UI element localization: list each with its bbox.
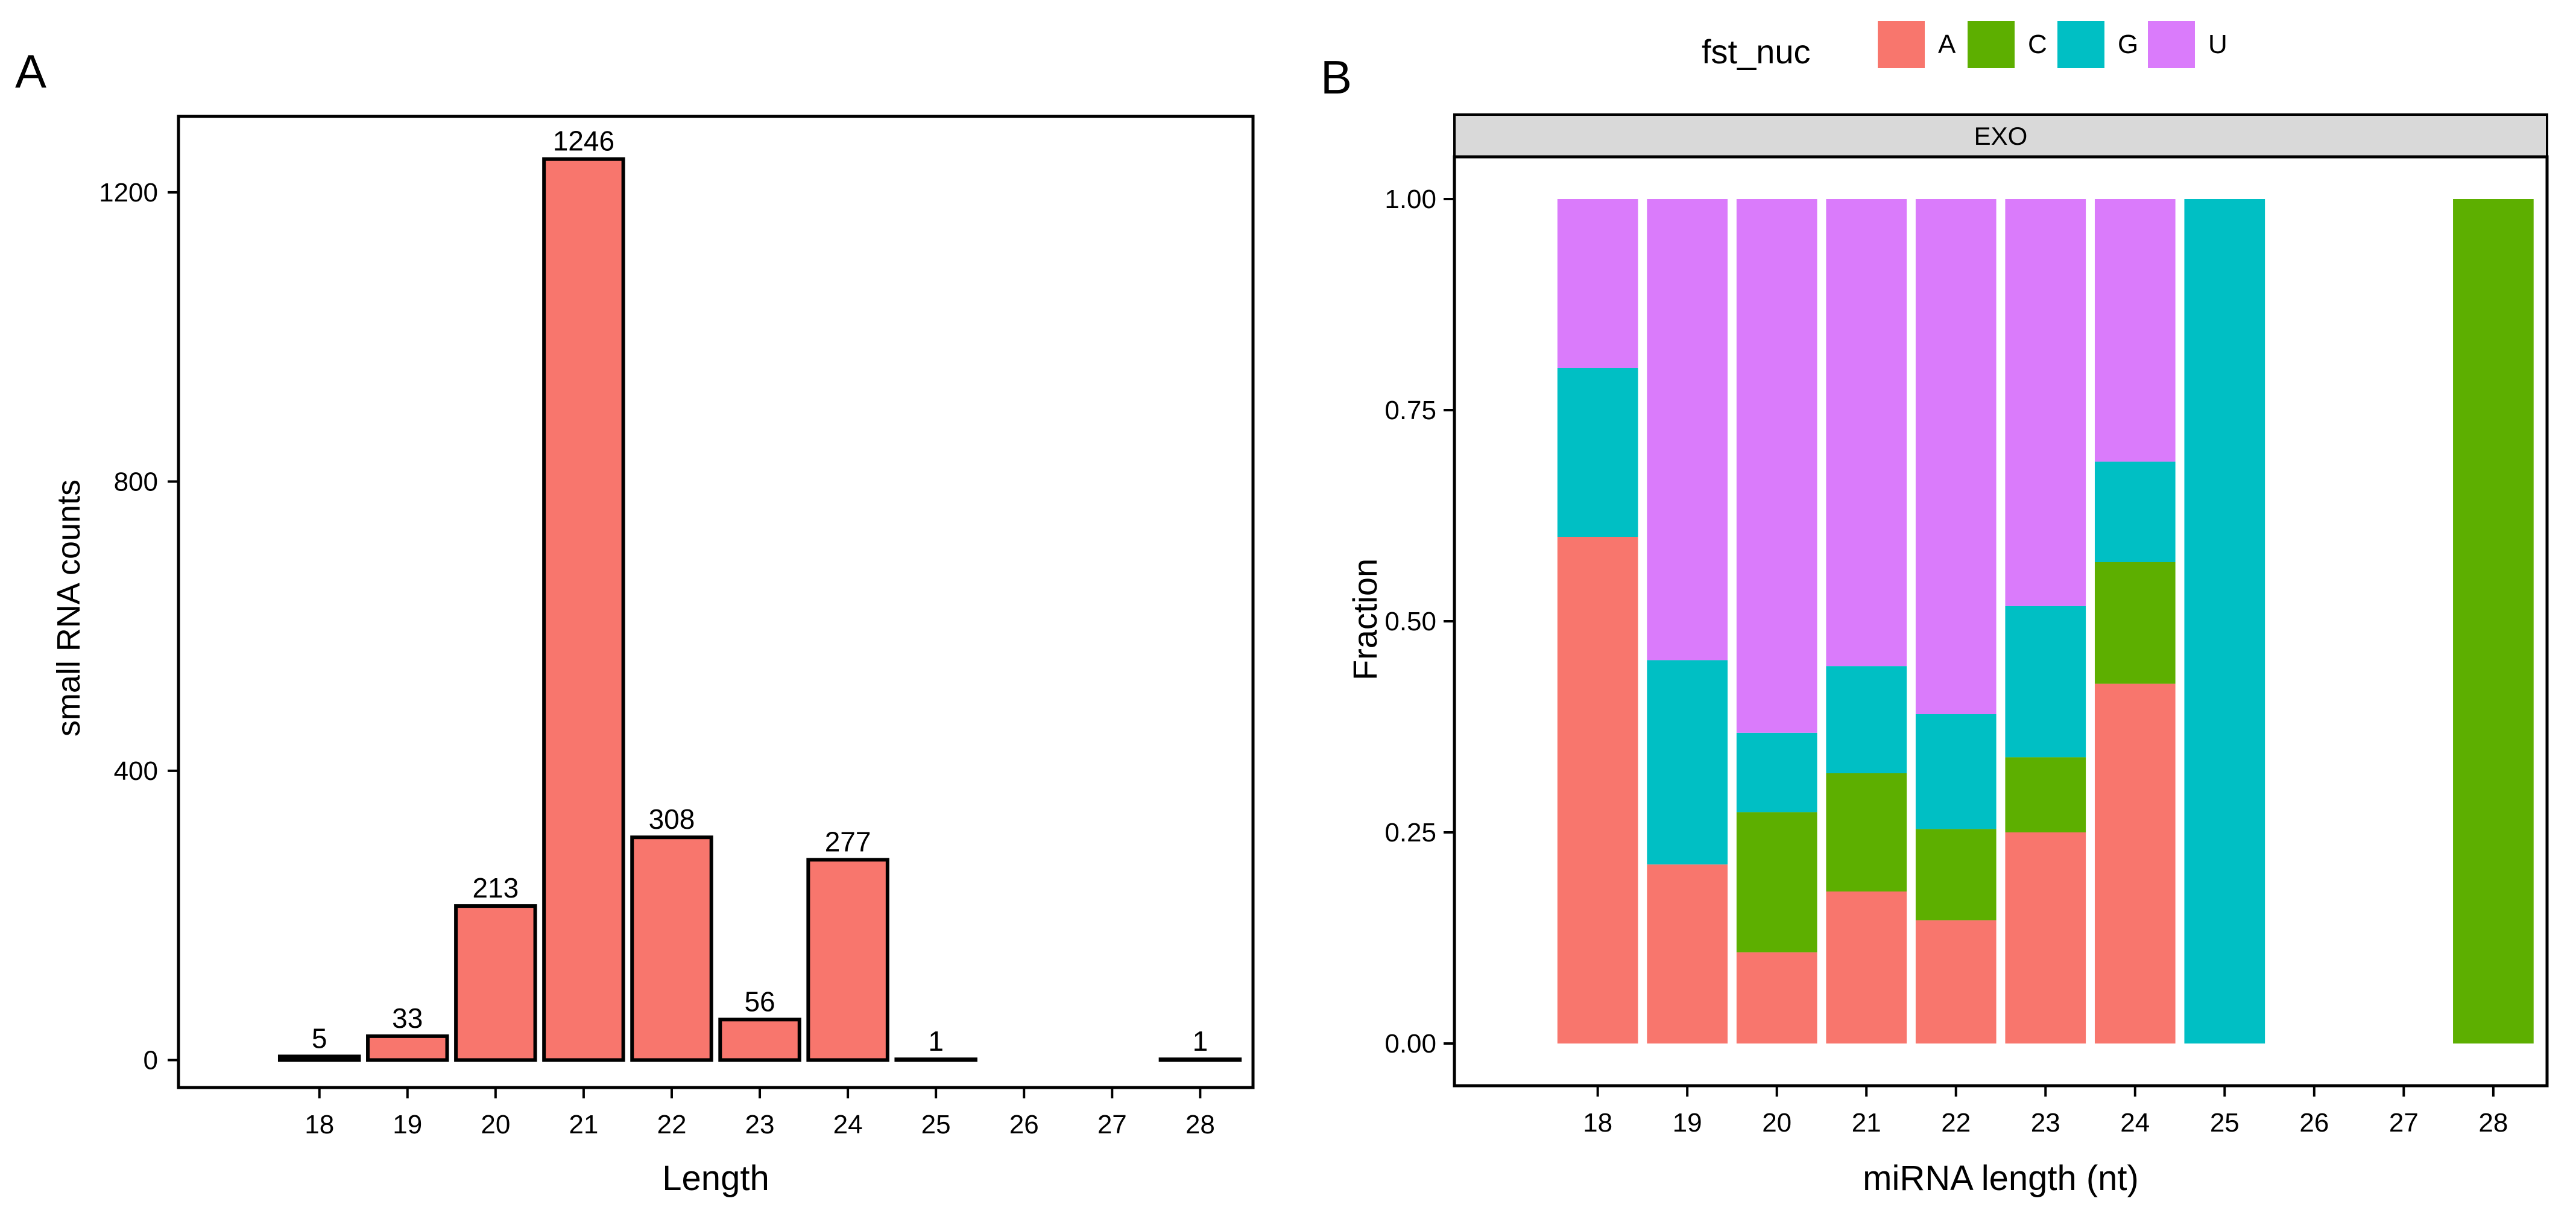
x-tick-label: 21 — [1852, 1108, 1881, 1138]
bar-length-21 — [542, 157, 625, 1062]
x-tick-label: 24 — [833, 1110, 863, 1139]
x-tick-label: 28 — [1185, 1110, 1215, 1139]
bar-length-25 — [894, 1057, 977, 1062]
bar-length-22 — [630, 835, 713, 1062]
bar-value-label: 56 — [744, 986, 775, 1017]
bar-value-label: 5 — [312, 1022, 327, 1054]
legend: fst_nuc A C G U — [1702, 21, 2227, 71]
stacked-segment-19-U — [1647, 199, 1728, 660]
stacked-segment-18-G — [1557, 368, 1638, 537]
y-tick-label: 1200 — [99, 178, 158, 207]
chart-b-x-axis-title: miRNA length (nt) — [1863, 1159, 2139, 1198]
stacked-segment-23-A — [2005, 832, 2086, 1043]
legend-label-A: A — [1938, 30, 1956, 59]
bar-length-19 — [366, 1034, 449, 1062]
bar-value-label: 308 — [649, 803, 695, 835]
stacked-segment-24-A — [2094, 683, 2176, 1043]
x-tick-label: 27 — [2389, 1108, 2419, 1138]
x-tick-label: 26 — [1009, 1110, 1039, 1139]
facet-strip-label: EXO — [1974, 122, 2028, 150]
x-tick-label: 28 — [2478, 1108, 2508, 1138]
chart-a: 0 400 800 1200 18 19 20 21 22 23 24 25 26 27 28 5 33 21… — [51, 115, 1255, 1198]
chart-a-y-axis-title: small RNA counts — [51, 480, 87, 736]
stacked-segment-19-A — [1647, 864, 1728, 1043]
stacked-segment-22-A — [1915, 920, 1997, 1043]
facet-strip — [1453, 113, 2548, 158]
x-tick-label: 19 — [1673, 1108, 1702, 1138]
x-tick-label: 25 — [921, 1110, 951, 1139]
legend-swatch-U — [2148, 21, 2195, 68]
stacked-segment-21-A — [1826, 891, 1907, 1043]
stacked-segment-19-G — [1647, 660, 1728, 865]
x-tick-label: 20 — [481, 1110, 510, 1139]
legend-swatch-C — [1968, 21, 2015, 68]
stacked-segment-25-G — [2184, 199, 2265, 1043]
y-tick-label: 0.00 — [1384, 1029, 1436, 1059]
stacked-segment-21-C — [1826, 773, 1907, 891]
bar-value-label: 1 — [1193, 1025, 1208, 1057]
legend-label-G: G — [2118, 30, 2138, 59]
stacked-segment-20-G — [1736, 732, 1817, 812]
stacked-segment-20-U — [1736, 199, 1817, 733]
panel-label-b: B — [1321, 51, 1352, 104]
bar-length-18 — [277, 1054, 361, 1062]
stacked-segment-23-G — [2005, 606, 2086, 758]
bar-length-20 — [454, 904, 537, 1062]
stacked-segment-24-U — [2094, 199, 2176, 462]
chart-b-y-axis-title: Fraction — [1346, 559, 1384, 680]
x-tick-label: 27 — [1097, 1110, 1127, 1139]
y-tick-label: 400 — [114, 756, 158, 786]
legend-swatch-G — [2057, 21, 2104, 68]
x-tick-label: 21 — [569, 1110, 598, 1139]
y-tick-label: 1.00 — [1384, 185, 1436, 214]
legend-label-U: U — [2208, 30, 2227, 59]
y-tick-label: 0 — [144, 1045, 158, 1075]
y-tick-label: 0.50 — [1384, 607, 1436, 636]
y-tick-label: 0.75 — [1384, 396, 1436, 425]
y-tick-label: 0.25 — [1384, 818, 1436, 847]
stacked-segment-21-U — [1826, 199, 1907, 667]
x-tick-label: 18 — [1583, 1108, 1612, 1138]
x-tick-label: 26 — [2299, 1108, 2329, 1138]
stacked-segment-21-G — [1826, 666, 1907, 773]
chart-a-x-axis-title: Length — [662, 1159, 769, 1198]
stacked-segment-22-U — [1915, 199, 1997, 714]
x-tick-label: 22 — [657, 1110, 686, 1139]
bar-value-label: 277 — [825, 826, 871, 857]
panel-label-a: A — [15, 45, 46, 98]
x-tick-label: 18 — [305, 1110, 334, 1139]
stacked-segment-24-G — [2094, 461, 2176, 562]
x-tick-label: 22 — [1941, 1108, 1971, 1138]
legend-title: fst_nuc — [1702, 33, 1811, 71]
x-tick-label: 24 — [2120, 1108, 2150, 1138]
y-tick-label: 800 — [114, 467, 158, 496]
bar-length-28 — [1158, 1057, 1242, 1062]
bar-value-label: 33 — [392, 1002, 423, 1034]
legend-label-C: C — [2028, 30, 2047, 59]
x-tick-label: 25 — [2210, 1108, 2240, 1138]
x-tick-label: 20 — [1762, 1108, 1792, 1138]
chart-a-panel-border — [177, 115, 1255, 1089]
stacked-segment-18-U — [1557, 199, 1638, 368]
stacked-segment-20-A — [1736, 952, 1817, 1043]
x-tick-label: 23 — [2031, 1108, 2060, 1138]
bar-value-label: 1246 — [553, 125, 614, 157]
chart-b: fst_nuc A C G U EXO 0.00 0.25 0.50 0.75 1.00 18… — [1346, 21, 2549, 1198]
stacked-segment-28-C — [2453, 199, 2534, 1043]
stacked-segment-23-U — [2005, 199, 2086, 606]
legend-swatch-A — [1878, 21, 1925, 68]
stacked-segment-22-C — [1915, 829, 1997, 920]
stacked-segment-20-C — [1736, 812, 1817, 952]
stacked-segment-23-C — [2005, 757, 2086, 832]
x-tick-label: 19 — [393, 1110, 422, 1139]
bar-length-24 — [806, 858, 889, 1062]
x-tick-label: 23 — [745, 1110, 775, 1139]
stacked-segment-24-C — [2094, 562, 2176, 684]
bar-length-23 — [718, 1018, 801, 1062]
bar-value-label: 1 — [928, 1025, 944, 1057]
stacked-segment-22-G — [1915, 714, 1997, 829]
stacked-segment-18-A — [1557, 537, 1638, 1043]
bar-value-label: 213 — [472, 872, 519, 904]
